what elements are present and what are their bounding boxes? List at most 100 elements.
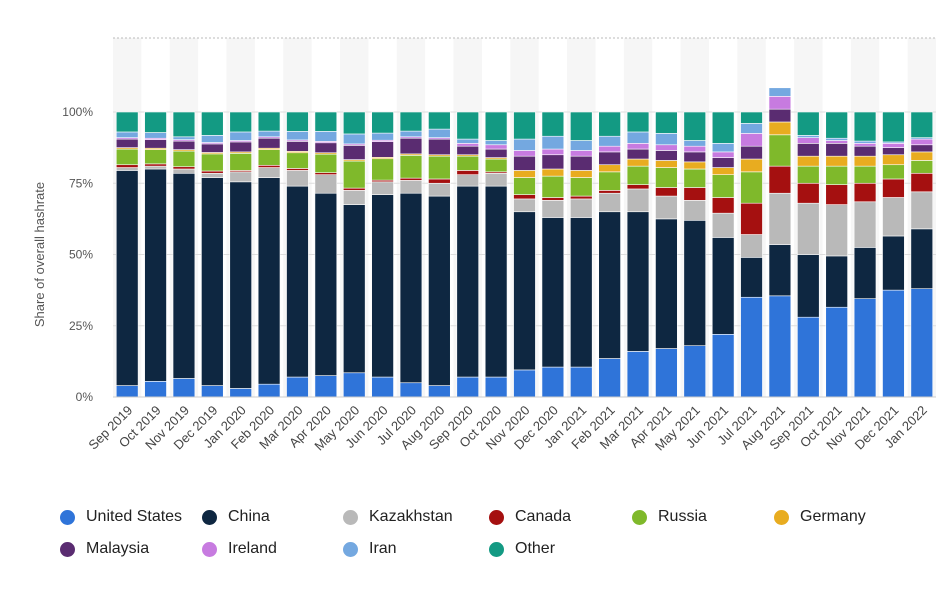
bar-segment-other[interactable] [428,111,451,130]
bar-segment-ireland[interactable] [598,145,621,153]
bar-segment-canada[interactable] [428,178,451,184]
bar-segment-russia[interactable] [257,149,281,166]
bar-segment-russia[interactable] [172,150,196,168]
bar-segment-other[interactable] [286,111,309,132]
bar-segment-united-states[interactable] [768,295,792,398]
bar-segment-united-states[interactable] [513,369,536,398]
bar-segment-iran[interactable] [144,132,167,139]
bar-segment-iran[interactable] [229,131,252,141]
bar-segment-united-states[interactable] [286,376,309,398]
bar-segment-united-states[interactable] [825,306,848,398]
bar-segment-kazakhstan[interactable] [853,201,877,248]
bar-segment-other[interactable] [513,111,536,140]
bar-segment-kazakhstan[interactable] [910,191,934,230]
bar-segment-iran[interactable] [314,131,338,142]
bar-segment-united-states[interactable] [683,345,707,398]
bar-segment-united-states[interactable] [797,316,820,398]
bar-segment-canada[interactable] [172,166,196,170]
bar-segment-malaysia[interactable] [201,143,224,153]
bar-segment-iran[interactable] [513,138,536,151]
bar-segment-malaysia[interactable] [399,137,423,155]
bar-segment-canada[interactable] [598,190,621,194]
bar-segment-united-states[interactable] [229,388,252,398]
bar-segment-china[interactable] [399,192,423,384]
bar-segment-malaysia[interactable] [541,154,565,170]
bar-segment-ireland[interactable] [825,140,848,144]
bar-segment-iran[interactable] [598,135,621,147]
bar-segment-kazakhstan[interactable] [768,192,792,245]
bar-segment-kazakhstan[interactable] [144,165,167,170]
bar-segment-malaysia[interactable] [371,141,394,158]
bar-segment-other[interactable] [683,111,707,141]
legend-item-united-states[interactable]: United States [60,508,182,526]
bar-segment-russia[interactable] [683,168,707,188]
bar-segment-iran[interactable] [683,140,707,147]
bar-segment-malaysia[interactable] [768,108,792,123]
bar-segment-kazakhstan[interactable] [513,198,536,213]
bar-segment-kazakhstan[interactable] [711,212,735,238]
bar-segment-china[interactable] [286,185,309,378]
bar-segment-kazakhstan[interactable] [570,198,593,218]
bar-segment-united-states[interactable] [314,375,338,398]
bar-segment-iran[interactable] [342,133,366,145]
bar-segment-germany[interactable] [825,155,848,167]
bar-segment-malaysia[interactable] [910,144,934,153]
bar-segment-china[interactable] [371,194,394,378]
bar-segment-china[interactable] [825,255,848,308]
bar-segment-other[interactable] [541,111,565,137]
bar-segment-iran[interactable] [428,128,451,138]
bar-segment-china[interactable] [683,220,707,347]
legend-item-germany[interactable]: Germany [774,508,866,526]
bar-segment-kazakhstan[interactable] [314,174,338,194]
bar-segment-malaysia[interactable] [825,143,848,157]
bar-segment-iran[interactable] [853,140,877,144]
bar-segment-kazakhstan[interactable] [683,200,707,221]
bar-segment-united-states[interactable] [144,381,167,398]
bar-segment-china[interactable] [910,228,934,290]
bar-segment-other[interactable] [570,111,593,141]
bar-segment-china[interactable] [853,247,877,299]
bar-segment-kazakhstan[interactable] [825,204,848,257]
bar-segment-china[interactable] [172,172,196,379]
bar-segment-russia[interactable] [456,155,479,171]
bar-segment-united-states[interactable] [882,289,905,398]
bar-segment-canada[interactable] [711,197,735,214]
bar-segment-russia[interactable] [655,167,678,188]
bar-segment-iran[interactable] [115,131,139,138]
bar-segment-china[interactable] [513,211,536,371]
bar-segment-china[interactable] [768,244,792,297]
bar-segment-russia[interactable] [428,155,451,180]
bar-segment-germany[interactable] [910,151,934,161]
bar-segment-russia[interactable] [825,165,848,185]
bar-segment-malaysia[interactable] [115,138,139,148]
bar-segment-germany[interactable] [797,155,820,167]
bar-segment-malaysia[interactable] [740,145,763,160]
legend-item-china[interactable]: China [202,508,270,526]
bar-segment-canada[interactable] [797,182,820,204]
bar-segment-other[interactable] [626,111,650,133]
bar-segment-kazakhstan[interactable] [598,192,621,213]
bar-segment-canada[interactable] [513,194,536,200]
bar-segment-malaysia[interactable] [882,147,905,156]
legend-item-russia[interactable]: Russia [632,508,707,526]
bar-segment-ireland[interactable] [655,144,678,151]
bar-segment-ireland[interactable] [484,144,508,150]
bar-segment-united-states[interactable] [541,366,565,398]
bar-segment-canada[interactable] [825,184,848,205]
bar-segment-russia[interactable] [768,134,792,167]
bar-segment-other[interactable] [172,111,196,138]
bar-segment-iran[interactable] [484,140,508,146]
bar-segment-other[interactable] [882,111,905,143]
bar-segment-canada[interactable] [115,164,139,168]
bar-segment-kazakhstan[interactable] [399,180,423,194]
bar-segment-russia[interactable] [286,152,309,169]
bar-segment-canada[interactable] [853,182,877,203]
bar-segment-iran[interactable] [797,135,820,138]
bar-segment-kazakhstan[interactable] [371,181,394,195]
bar-segment-other[interactable] [825,111,848,139]
bar-segment-russia[interactable] [853,165,877,184]
bar-segment-russia[interactable] [570,177,593,197]
bar-segment-united-states[interactable] [456,376,479,398]
bar-segment-ireland[interactable] [570,150,593,157]
bar-segment-russia[interactable] [541,175,565,198]
